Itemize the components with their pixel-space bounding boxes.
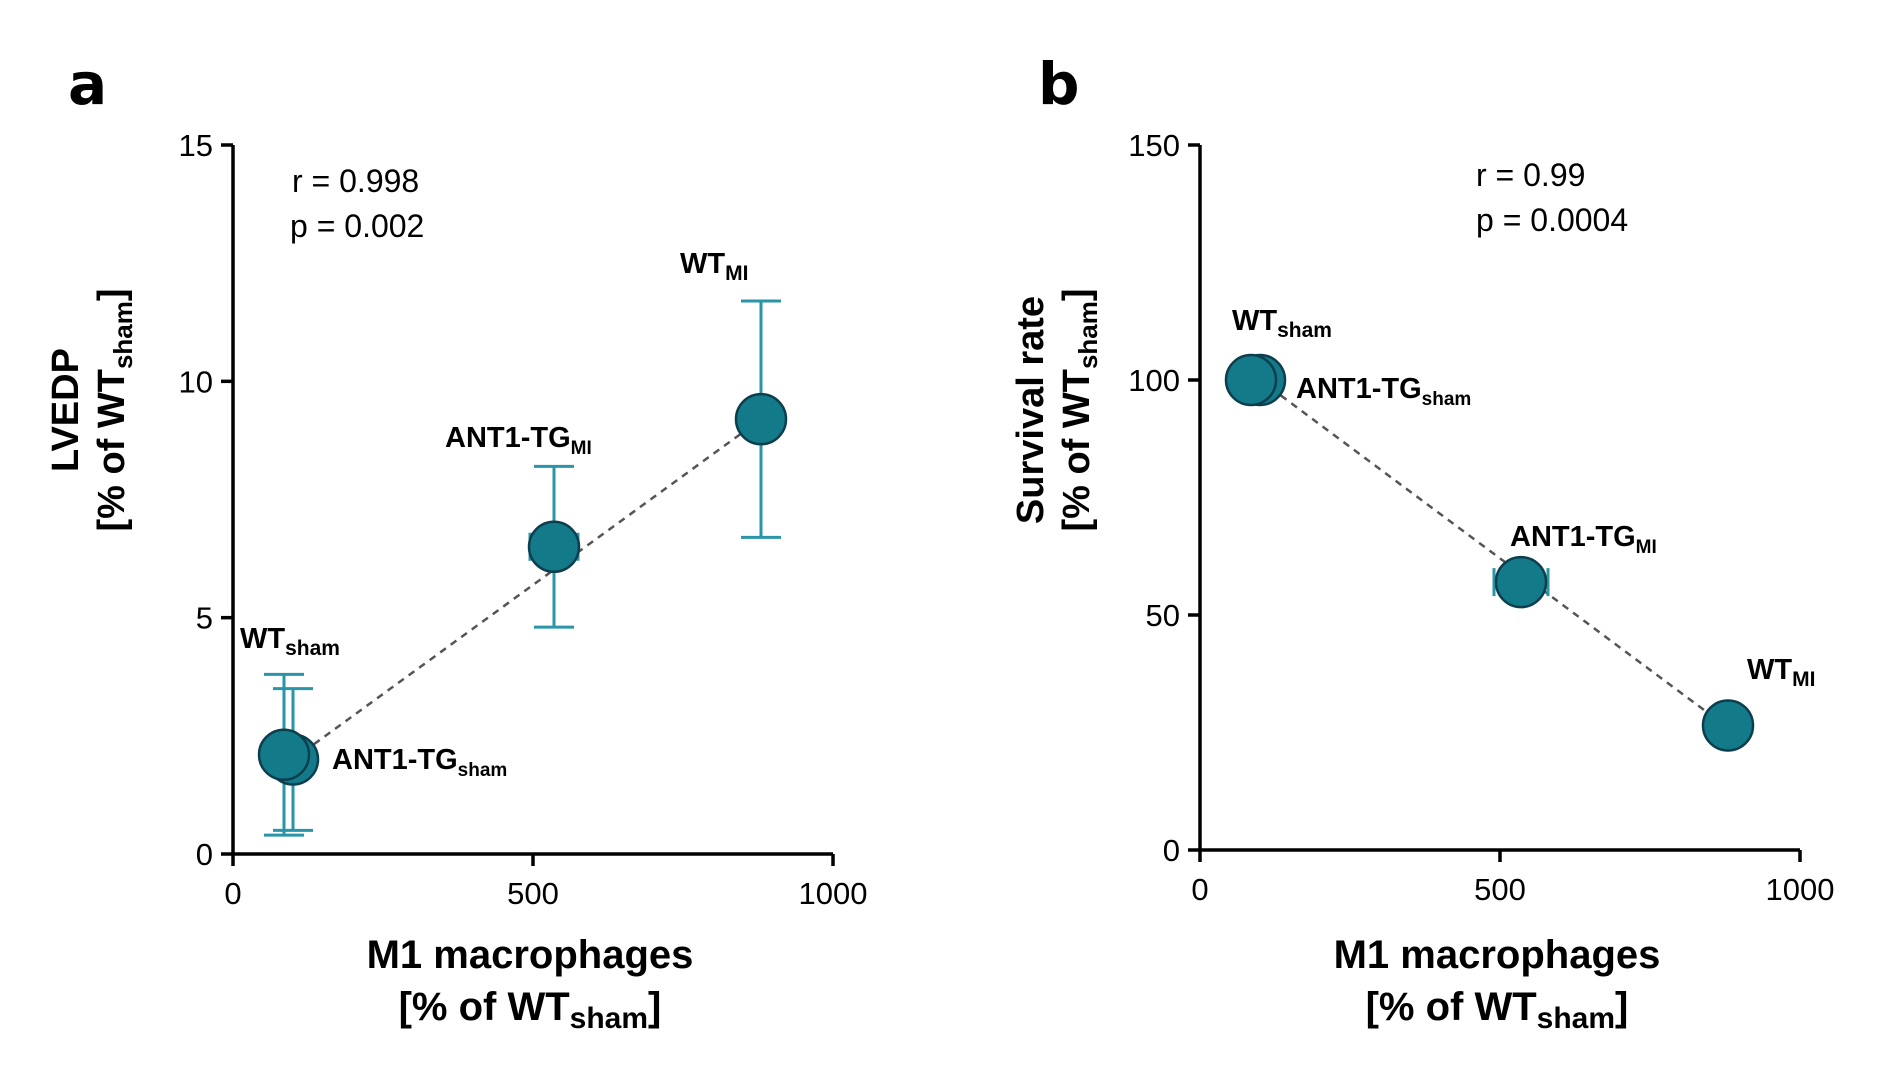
- y-ticks-a: 0 5 10 15: [179, 128, 233, 872]
- y-axis-title-b: Survival rate: [1010, 296, 1052, 524]
- y-tick-label: 50: [1146, 598, 1180, 633]
- panel-letter-a: a: [68, 50, 107, 118]
- panel-a: a LVEDP [% of WTsham] 0 5 10 15 0 500 1000 M1…: [45, 50, 867, 1035]
- point-label-ant1-mi-b: ANT1-TGMI: [1510, 521, 1657, 558]
- y-axis-unit-a: [% of WTsham]: [91, 288, 138, 531]
- data-point: [1224, 353, 1278, 407]
- y-axis-label-b: Survival rate [% of WTsham]: [1010, 288, 1103, 531]
- x-tick-label: 0: [224, 876, 241, 911]
- y-tick-label: 100: [1128, 363, 1180, 398]
- point-label-wt-mi-a: WTMI: [680, 248, 748, 285]
- y-tick-label: 5: [196, 601, 213, 636]
- regression-line: [1259, 378, 1729, 729]
- point-label-wt-sham-b: WTsham: [1232, 305, 1332, 342]
- x-tick-label: 500: [1474, 872, 1526, 907]
- point-label-wt-sham-a: WTsham: [240, 623, 340, 660]
- x-tick-label: 500: [507, 876, 559, 911]
- stat-r-b: r = 0.99: [1476, 157, 1585, 193]
- point-label-ant1-mi-a: ANT1-TGMI: [445, 422, 592, 459]
- y-tick-label: 150: [1128, 128, 1180, 163]
- x-tick-label: 1000: [1766, 872, 1835, 907]
- y-axis-label-a: LVEDP [% of WTsham]: [45, 288, 138, 531]
- y-tick-label: 0: [1163, 833, 1180, 868]
- x-ticks-a: 0 500 1000: [224, 854, 867, 911]
- data-point: [1494, 555, 1548, 609]
- data-point: [1701, 699, 1755, 752]
- x-tick-label: 0: [1191, 872, 1208, 907]
- x-axis-unit-b: [% of WTsham]: [1366, 985, 1629, 1035]
- regression-line: [292, 418, 762, 761]
- x-ticks-b: 0 500 1000: [1191, 850, 1834, 907]
- y-tick-label: 10: [179, 364, 213, 399]
- data-point: [734, 392, 788, 446]
- y-ticks-b: 0 50 100 150: [1128, 128, 1200, 868]
- y-axis-title-a: LVEDP: [45, 348, 87, 472]
- y-tick-label: 0: [196, 837, 213, 872]
- panel-b: b Survival rate [% of WTsham] 050100150 …: [1010, 50, 1834, 1035]
- point-label-ant1-sham-a: ANT1-TGsham: [332, 744, 507, 781]
- stat-r-a: r = 0.998: [292, 163, 419, 199]
- panel-letter-b: b: [1038, 50, 1080, 118]
- point-label-ant1-sham-b: ANT1-TGsham: [1296, 373, 1471, 410]
- axes-a: [231, 145, 833, 856]
- point-label-wt-mi-b: WTMI: [1747, 654, 1815, 691]
- data-point: [257, 728, 311, 781]
- x-axis-title-b: M1 macrophages: [1334, 933, 1661, 977]
- x-tick-label: 1000: [799, 876, 868, 911]
- stat-p-b: p = 0.0004: [1476, 202, 1628, 238]
- stat-p-a: p = 0.002: [290, 208, 424, 244]
- data-point: [527, 520, 581, 574]
- y-axis-unit-b: [% of WTsham]: [1056, 288, 1103, 531]
- x-axis-title-a: M1 macrophages: [367, 933, 694, 977]
- plot-area-b: [1224, 353, 1755, 752]
- y-tick-label: 15: [179, 128, 213, 163]
- plot-area-a: [257, 299, 788, 837]
- x-axis-unit-a: [% of WTsham]: [399, 985, 662, 1035]
